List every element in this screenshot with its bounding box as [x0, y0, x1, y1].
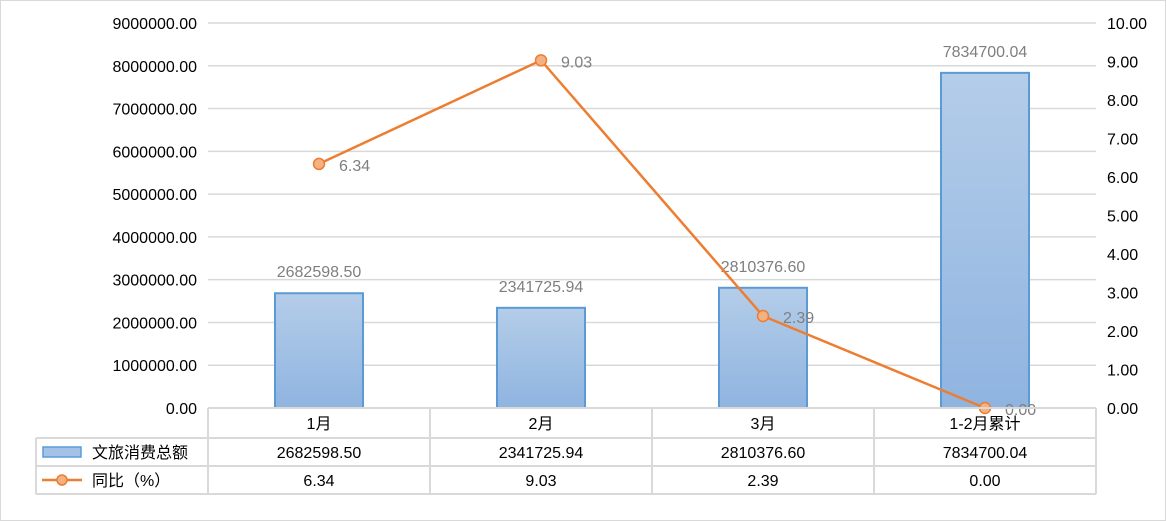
bar[interactable] — [274, 292, 364, 409]
line-value-label: 2.39 — [783, 310, 814, 327]
table-cell: 7834700.04 — [943, 445, 1028, 462]
line-marker[interactable] — [534, 54, 548, 67]
bar[interactable] — [940, 71, 1030, 410]
table-cell: 9.03 — [525, 473, 556, 490]
legend-label: 同比（%） — [92, 472, 170, 490]
legend-bar-icon — [42, 446, 82, 458]
right-axis-tick: 8.00 — [1107, 93, 1138, 110]
right-axis-tick: 1.00 — [1107, 363, 1138, 380]
category-label: 2月 — [529, 416, 554, 433]
legend-label: 文旅消费总额 — [92, 444, 188, 462]
category-label: 1月 — [307, 416, 332, 433]
table-cell: 2682598.50 — [277, 445, 362, 462]
right-axis-tick: 2.00 — [1107, 324, 1138, 341]
right-axis-tick: 6.00 — [1107, 170, 1138, 187]
table-cell: 2341725.94 — [499, 445, 584, 462]
right-axis-tick: 5.00 — [1107, 209, 1138, 226]
bar-value-label: 2341725.94 — [499, 279, 584, 296]
left-axis-tick: 7000000.00 — [112, 102, 197, 119]
line-path — [318, 58, 986, 410]
left-axis-tick: 1000000.00 — [112, 358, 197, 375]
right-axis-tick: 9.00 — [1107, 55, 1138, 72]
left-axis-tick: 9000000.00 — [112, 16, 197, 33]
table-cell: 2.39 — [747, 473, 778, 490]
bar-series — [274, 71, 1030, 410]
line-value-label: 9.03 — [561, 54, 592, 71]
bar[interactable] — [496, 306, 586, 409]
bar[interactable] — [718, 286, 808, 409]
right-axis-tick: 4.00 — [1107, 247, 1138, 264]
left-axis-tick: 5000000.00 — [112, 187, 197, 204]
right-y-axis: 0.00 1.00 2.00 3.00 4.00 5.00 6.00 7.00 8.00 9.00… — [1107, 16, 1147, 418]
table-cell: 6.34 — [303, 473, 334, 490]
bar-value-label: 7834700.04 — [943, 44, 1028, 61]
data-table: 1月 2月 3月 1-2月累计 2682598.50 2341725.94 2810376.… — [35, 407, 1097, 495]
line-value-label: 0.00 — [1005, 402, 1036, 419]
left-axis-tick: 2000000.00 — [112, 315, 197, 332]
left-y-axis: 0.00 1000000.00 2000000.00 3000000.00 400000… — [112, 16, 197, 418]
left-axis-tick: 8000000.00 — [112, 59, 197, 76]
category-label: 1-2月累计 — [949, 415, 1020, 433]
right-axis-tick: 3.00 — [1107, 286, 1138, 303]
category-label: 3月 — [751, 416, 776, 433]
bar-data-labels: 2682598.50 2341725.94 2810376.60 7834700.04 — [277, 44, 1028, 296]
right-axis-tick: 10.00 — [1107, 16, 1147, 33]
legend-marker-icon — [56, 474, 68, 486]
right-axis-tick: 0.00 — [1107, 401, 1138, 418]
left-axis-tick: 4000000.00 — [112, 230, 197, 247]
bar-value-label: 2682598.50 — [277, 264, 362, 281]
left-axis-tick: 3000000.00 — [112, 273, 197, 290]
line-marker[interactable] — [312, 157, 326, 171]
table-cell: 0.00 — [969, 473, 1000, 490]
bar-value-label: 2810376.60 — [721, 259, 806, 276]
line-marker[interactable] — [756, 309, 770, 323]
right-axis-tick: 7.00 — [1107, 132, 1138, 149]
left-axis-tick: 0.00 — [166, 401, 197, 418]
line-series: 6.34 9.03 2.39 0.00 — [312, 54, 1036, 419]
left-axis-tick: 6000000.00 — [112, 144, 197, 161]
line-value-label: 6.34 — [339, 158, 370, 175]
table-cell: 2810376.60 — [721, 445, 806, 462]
